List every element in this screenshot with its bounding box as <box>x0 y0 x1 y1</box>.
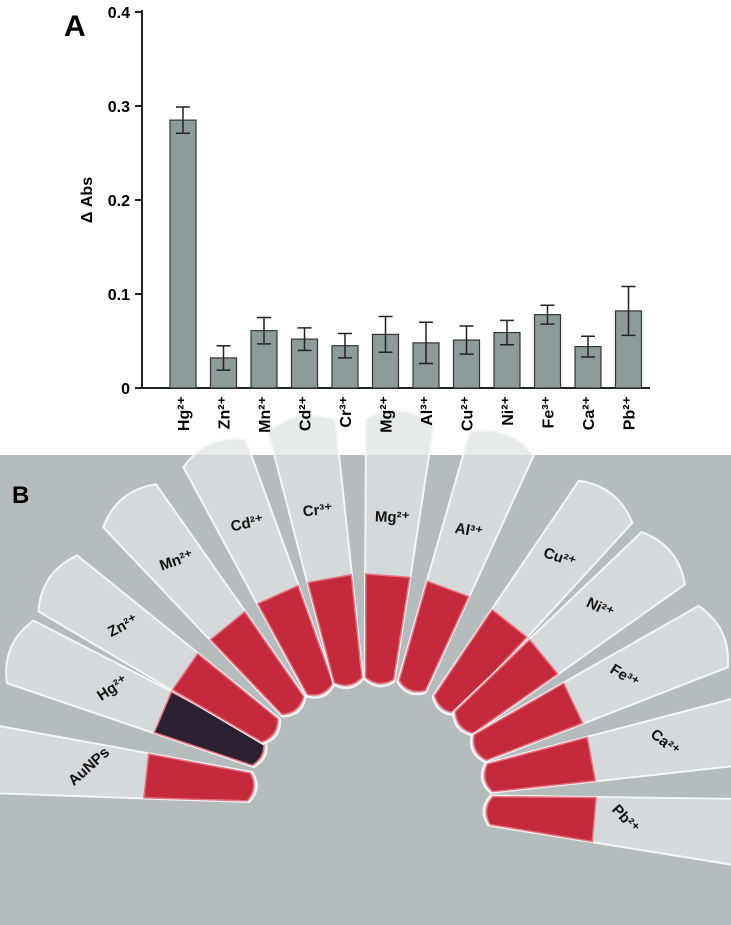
tubes <box>0 410 731 869</box>
tube <box>452 530 686 737</box>
tube <box>482 794 731 869</box>
error-bar <box>338 332 352 359</box>
tube-liquid <box>483 736 597 793</box>
x-tick-label: Zn²⁺ <box>217 396 234 429</box>
y-tick-label: 0.4 <box>108 5 130 22</box>
tube-liquid <box>143 753 255 802</box>
x-tick-label: Pb²⁺ <box>622 396 639 430</box>
error-bar <box>540 304 555 325</box>
x-tick-label: Fe³⁺ <box>541 396 558 428</box>
tube-label: Cd²⁺ <box>229 512 265 536</box>
x-tick-label: Mn²⁺ <box>257 396 274 433</box>
tube <box>37 554 281 745</box>
x-tick-label: Cr³⁺ <box>338 396 355 428</box>
tube-liquid <box>171 652 279 743</box>
tube <box>431 479 634 717</box>
x-tick-label: Cu²⁺ <box>460 396 477 431</box>
tube-label: Mg²⁺ <box>375 508 410 526</box>
tube-label: Al³⁺ <box>454 520 485 542</box>
tube <box>0 724 258 804</box>
bar <box>533 314 562 389</box>
error-bar <box>621 285 636 337</box>
x-tick-label: Ni²⁺ <box>500 396 517 426</box>
tube-liquid <box>209 610 305 716</box>
error-bar <box>297 327 312 352</box>
tube-liquid <box>433 608 528 714</box>
tube-label: Cr³⁺ <box>302 501 333 521</box>
error-bar <box>459 325 474 355</box>
tube <box>182 437 336 699</box>
tube-liquid <box>472 682 584 762</box>
tube <box>267 414 365 690</box>
x-tick-label: Al³⁺ <box>419 396 436 426</box>
x-tick-label: Hg²⁺ <box>176 396 193 431</box>
tube <box>480 696 731 794</box>
tube <box>470 604 730 764</box>
x-tick-label: Cd²⁺ <box>298 396 315 431</box>
tube <box>396 429 535 696</box>
y-tick-label: 0.2 <box>108 193 130 210</box>
y-tick-label: 0.1 <box>108 287 130 304</box>
error-bar <box>419 321 433 365</box>
y-tick-label: 0 <box>121 381 130 398</box>
error-bar <box>500 319 514 346</box>
error-bar <box>176 106 190 135</box>
tube <box>363 410 435 688</box>
panel-label: B <box>12 482 29 509</box>
tube-liquid <box>398 580 470 693</box>
tube-liquid <box>454 638 559 735</box>
tube <box>102 483 307 718</box>
error-bar <box>257 316 271 345</box>
tube <box>5 619 268 769</box>
x-tick-label: Ca²⁺ <box>581 396 598 430</box>
tube-liquid <box>256 584 334 696</box>
x-tick-label: Mg²⁺ <box>379 396 396 433</box>
bar <box>169 119 197 389</box>
error-bar <box>581 335 595 358</box>
error-bar <box>378 315 393 354</box>
tube-liquid <box>307 573 363 686</box>
tube-liquid <box>485 795 597 843</box>
y-tick-label: 0.3 <box>108 99 130 116</box>
error-bar <box>216 344 231 371</box>
panel-label: A <box>64 10 86 43</box>
tube-liquid <box>364 573 411 685</box>
y-axis-label: Δ Abs <box>79 177 96 223</box>
